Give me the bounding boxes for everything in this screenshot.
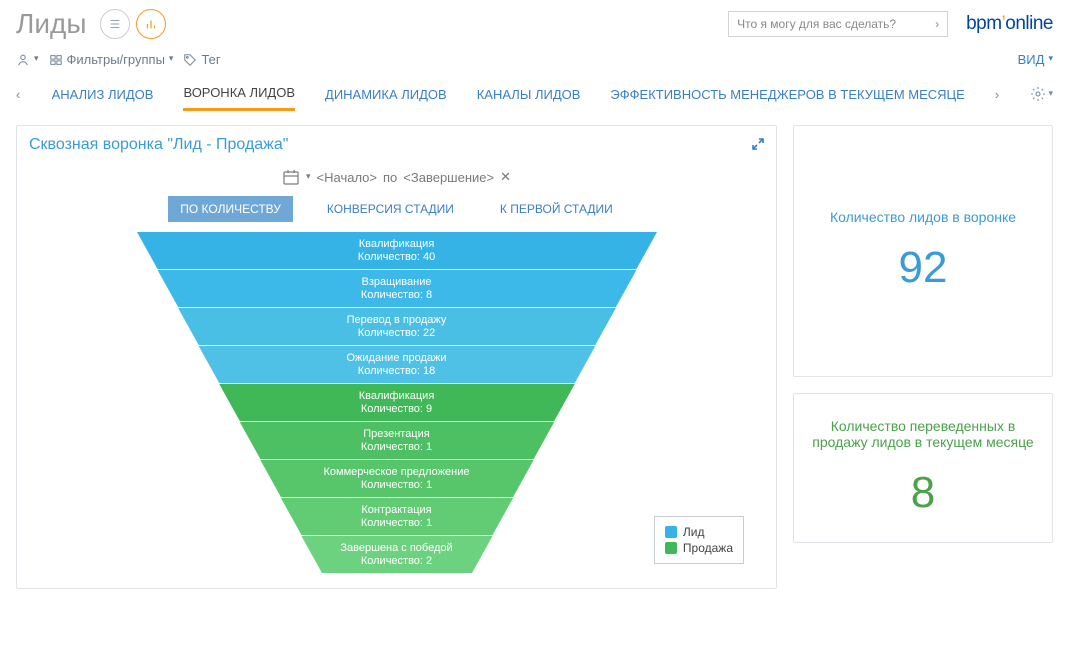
funnel-stage[interactable]: Завершена с победойКоличество: 2 bbox=[137, 536, 657, 574]
section-tab[interactable]: ЭФФЕКТИВНОСТЬ МЕНЕДЖЕРОВ В ТЕКУЩЕМ МЕСЯЦ… bbox=[610, 79, 964, 110]
brand-logo: bpm’online bbox=[966, 13, 1053, 35]
tabs-scroll-left[interactable]: ‹ bbox=[16, 87, 22, 102]
section-tab[interactable]: АНАЛИЗ ЛИДОВ bbox=[52, 79, 154, 110]
metric-leads-in-funnel: Количество лидов в воронке 92 bbox=[793, 125, 1053, 377]
chevron-right-icon: › bbox=[935, 17, 939, 31]
tag-label: Тег bbox=[201, 52, 220, 67]
funnel-legend: Лид Продажа bbox=[654, 516, 744, 564]
settings-menu[interactable]: ▾ bbox=[1030, 86, 1053, 102]
metric-value: 8 bbox=[808, 468, 1038, 518]
date-start-placeholder[interactable]: <Начало> bbox=[317, 170, 377, 185]
funnel-stage-label: КвалификацияКоличество: 40 bbox=[137, 232, 657, 270]
legend-swatch bbox=[665, 526, 677, 538]
caret-down-icon[interactable]: ▾ bbox=[306, 171, 311, 182]
metric-value: 92 bbox=[808, 243, 1038, 293]
funnel-panel: Сквозная воронка "Лид - Продажа" ▾ <Нача… bbox=[16, 125, 777, 589]
page-title: Лиды bbox=[16, 8, 86, 40]
funnel-stage-label: КонтрактацияКоличество: 1 bbox=[137, 498, 657, 536]
list-icon bbox=[108, 17, 122, 31]
metric-converted-leads: Количество переведенных в продажу лидов … bbox=[793, 393, 1053, 543]
legend-label: Продажа bbox=[683, 541, 733, 555]
date-join-label: по bbox=[383, 170, 397, 185]
funnel-stage[interactable]: Перевод в продажуКоличество: 22 bbox=[137, 308, 657, 346]
funnel-subtabs: ПО КОЛИЧЕСТВУ КОНВЕРСИЯ СТАДИИ К ПЕРВОЙ СТ… bbox=[29, 196, 764, 222]
funnel-stage-label: Перевод в продажуКоличество: 22 bbox=[137, 308, 657, 346]
global-search[interactable]: Что я могу для вас сделать? › bbox=[728, 11, 948, 37]
legend-item: Лид bbox=[665, 525, 733, 539]
legend-swatch bbox=[665, 542, 677, 554]
caret-down-icon: ▾ bbox=[1048, 88, 1053, 99]
funnel-stage-label: КвалификацияКоличество: 9 bbox=[137, 384, 657, 422]
funnel-stage[interactable]: ПрезентацияКоличество: 1 bbox=[137, 422, 657, 460]
date-filter-row: ▾ <Начало> по <Завершение> ✕ bbox=[29, 168, 764, 186]
funnel-subtab[interactable]: ПО КОЛИЧЕСТВУ bbox=[168, 196, 293, 222]
analytics-view-button[interactable] bbox=[136, 9, 166, 39]
date-end-placeholder[interactable]: <Завершение> bbox=[403, 170, 494, 185]
tag-icon bbox=[183, 53, 197, 67]
funnel-stage[interactable]: КвалификацияКоличество: 40 bbox=[137, 232, 657, 270]
expand-panel-button[interactable] bbox=[752, 138, 764, 153]
view-toggle-group bbox=[100, 9, 166, 39]
section-tab[interactable]: ДИНАМИКА ЛИДОВ bbox=[325, 79, 447, 110]
funnel-stage[interactable]: Ожидание продажиКоличество: 18 bbox=[137, 346, 657, 384]
funnel-chart: КвалификацияКоличество: 40ВзращиваниеКол… bbox=[137, 232, 657, 574]
tabs-scroll-right[interactable]: › bbox=[995, 87, 1001, 102]
search-placeholder: Что я могу для вас сделать? bbox=[737, 17, 935, 31]
filters-label: Фильтры/группы bbox=[67, 52, 165, 67]
caret-down-icon: ▾ bbox=[34, 53, 39, 64]
funnel-panel-title: Сквозная воронка "Лид - Продажа" bbox=[29, 136, 764, 154]
funnel-stage-label: Ожидание продажиКоличество: 18 bbox=[137, 346, 657, 384]
funnel-stage-label: ВзращиваниеКоличество: 8 bbox=[137, 270, 657, 308]
funnel-stage-label: ПрезентацияКоличество: 1 bbox=[137, 422, 657, 460]
section-tab[interactable]: ВОРОНКА ЛИДОВ bbox=[183, 77, 295, 111]
user-menu[interactable]: ▾ bbox=[16, 53, 39, 67]
funnel-stage[interactable]: КвалификацияКоличество: 9 bbox=[137, 384, 657, 422]
section-tabs: АНАЛИЗ ЛИДОВ ВОРОНКА ЛИДОВ ДИНАМИКА ЛИДОВ К… bbox=[52, 77, 965, 111]
filter-icon bbox=[49, 53, 63, 67]
funnel-stage[interactable]: Коммерческое предложениеКоличество: 1 bbox=[137, 460, 657, 498]
funnel-subtab[interactable]: К ПЕРВОЙ СТАДИИ bbox=[488, 196, 625, 222]
bar-chart-icon bbox=[144, 17, 158, 31]
calendar-icon[interactable] bbox=[282, 168, 300, 186]
tag-button[interactable]: Тег bbox=[183, 52, 220, 67]
funnel-stage-label: Завершена с победойКоличество: 2 bbox=[137, 536, 657, 574]
clear-date-button[interactable]: ✕ bbox=[500, 169, 511, 185]
view-dropdown[interactable]: ВИД ▾ bbox=[1018, 52, 1053, 67]
funnel-stage[interactable]: КонтрактацияКоличество: 1 bbox=[137, 498, 657, 536]
section-tab[interactable]: КАНАЛЫ ЛИДОВ bbox=[477, 79, 581, 110]
expand-icon bbox=[752, 138, 764, 150]
legend-label: Лид bbox=[683, 525, 705, 539]
caret-down-icon: ▾ bbox=[169, 53, 174, 64]
funnel-stage-label: Коммерческое предложениеКоличество: 1 bbox=[137, 460, 657, 498]
caret-down-icon: ▾ bbox=[1048, 53, 1053, 64]
filters-button[interactable]: Фильтры/группы ▾ bbox=[49, 52, 174, 67]
legend-item: Продажа bbox=[665, 541, 733, 555]
funnel-stage[interactable]: ВзращиваниеКоличество: 8 bbox=[137, 270, 657, 308]
user-icon bbox=[16, 53, 30, 67]
metric-title: Количество переведенных в продажу лидов … bbox=[808, 418, 1038, 450]
gear-icon bbox=[1030, 86, 1046, 102]
list-view-button[interactable] bbox=[100, 9, 130, 39]
funnel-subtab[interactable]: КОНВЕРСИЯ СТАДИИ bbox=[315, 196, 466, 222]
metric-title: Количество лидов в воронке bbox=[808, 209, 1038, 225]
